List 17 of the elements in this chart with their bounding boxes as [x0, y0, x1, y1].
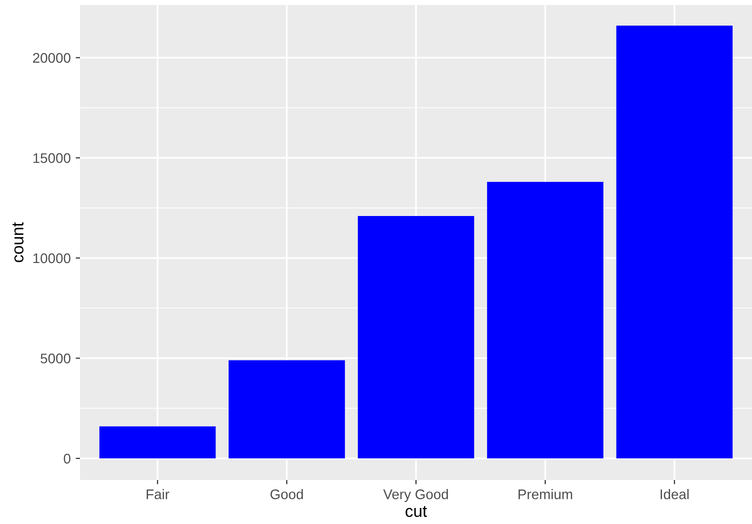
y-tick-label: 0	[64, 454, 70, 464]
y-tick-label: 15000	[33, 153, 70, 164]
bar	[228, 360, 345, 458]
bar	[358, 216, 474, 458]
x-tick-label: Ideal	[660, 489, 689, 500]
y-axis-title: count	[12, 222, 24, 262]
bar	[616, 26, 733, 458]
x-tick-label: Premium	[518, 489, 572, 500]
y-tick-label: 5000	[40, 354, 70, 364]
y-tick-label: 20000	[33, 52, 70, 63]
bar	[487, 182, 604, 458]
y-tick-label: 10000	[33, 253, 70, 264]
x-tick-label: Very Good	[383, 489, 448, 502]
x-axis-title: cut	[406, 506, 427, 517]
x-tick-label: Good	[270, 489, 303, 500]
x-tick-label: Fair	[146, 489, 170, 500]
bar	[99, 426, 216, 458]
